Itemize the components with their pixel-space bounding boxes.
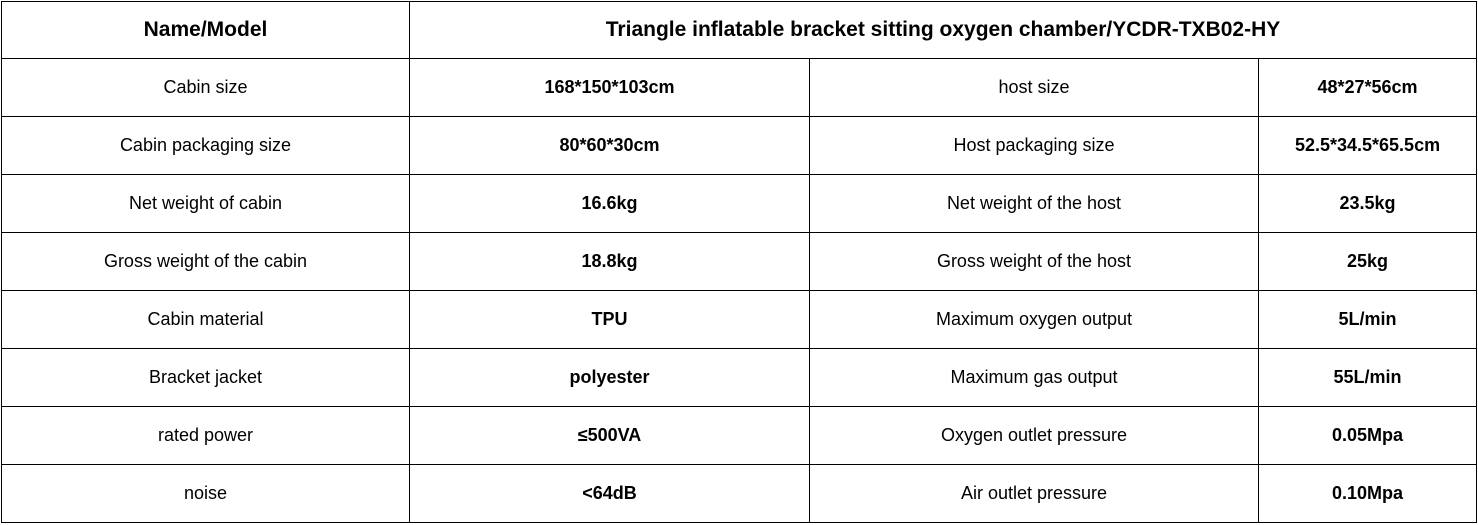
header-row: Name/Model Triangle inflatable bracket s… [1,1,1478,59]
label-cell: Air outlet pressure [809,464,1259,523]
value-cell: 25kg [1257,232,1478,291]
value-cell: 48*27*56cm [1257,58,1478,117]
value-cell: 55L/min [1257,348,1478,407]
value-cell: 5L/min [1257,290,1478,349]
table-row: Cabin material TPU Maximum oxygen output 5L… [1,290,1478,349]
value-cell: 16.6kg [409,174,810,233]
label-cell: Gross weight of the host [809,232,1259,291]
label-cell: host size [809,58,1259,117]
label-cell: Cabin size [1,58,410,117]
label-cell: Net weight of the host [809,174,1259,233]
label-cell: Oxygen outlet pressure [809,406,1259,465]
table-row: Gross weight of the cabin 18.8kg Gross wei… [1,232,1478,291]
value-cell: 80*60*30cm [409,116,810,175]
table-row: noise <64dB Air outlet pressure 0.10Mpa [1,464,1478,523]
table-row: Bracket jacket polyester Maximum gas outpu… [1,348,1478,407]
table-row: Cabin packaging size 80*60*30cm Host packa… [1,116,1478,175]
label-cell: Gross weight of the cabin [1,232,410,291]
table-row: Cabin size 168*150*103cm host size 48*27*56… [1,58,1478,117]
label-cell: Host packaging size [809,116,1259,175]
value-cell: 0.05Mpa [1257,406,1478,465]
value-cell: 168*150*103cm [409,58,810,117]
header-cell: Triangle inflatable bracket sitting oxyg… [408,1,1478,59]
label-cell: rated power [1,406,410,465]
label-cell: Maximum oxygen output [809,290,1259,349]
label-cell: Cabin material [1,290,410,349]
value-cell: ≤500VA [409,406,810,465]
label-cell: noise [1,464,410,523]
value-cell: polyester [409,348,810,407]
value-cell: 0.10Mpa [1257,464,1478,523]
value-cell: 23.5kg [1257,174,1478,233]
label-cell: Cabin packaging size [1,116,410,175]
value-cell: <64dB [409,464,810,523]
value-cell: 52.5*34.5*65.5cm [1257,116,1478,175]
table-row: Net weight of cabin 16.6kg Net weight of t… [1,174,1478,233]
value-cell: TPU [409,290,810,349]
value-cell: 18.8kg [409,232,810,291]
header-cell: Name/Model [1,1,410,59]
label-cell: Net weight of cabin [1,174,410,233]
label-cell: Bracket jacket [1,348,410,407]
label-cell: Maximum gas output [809,348,1259,407]
table-row: rated power ≤500VA Oxygen outlet pressure 0… [1,406,1478,465]
